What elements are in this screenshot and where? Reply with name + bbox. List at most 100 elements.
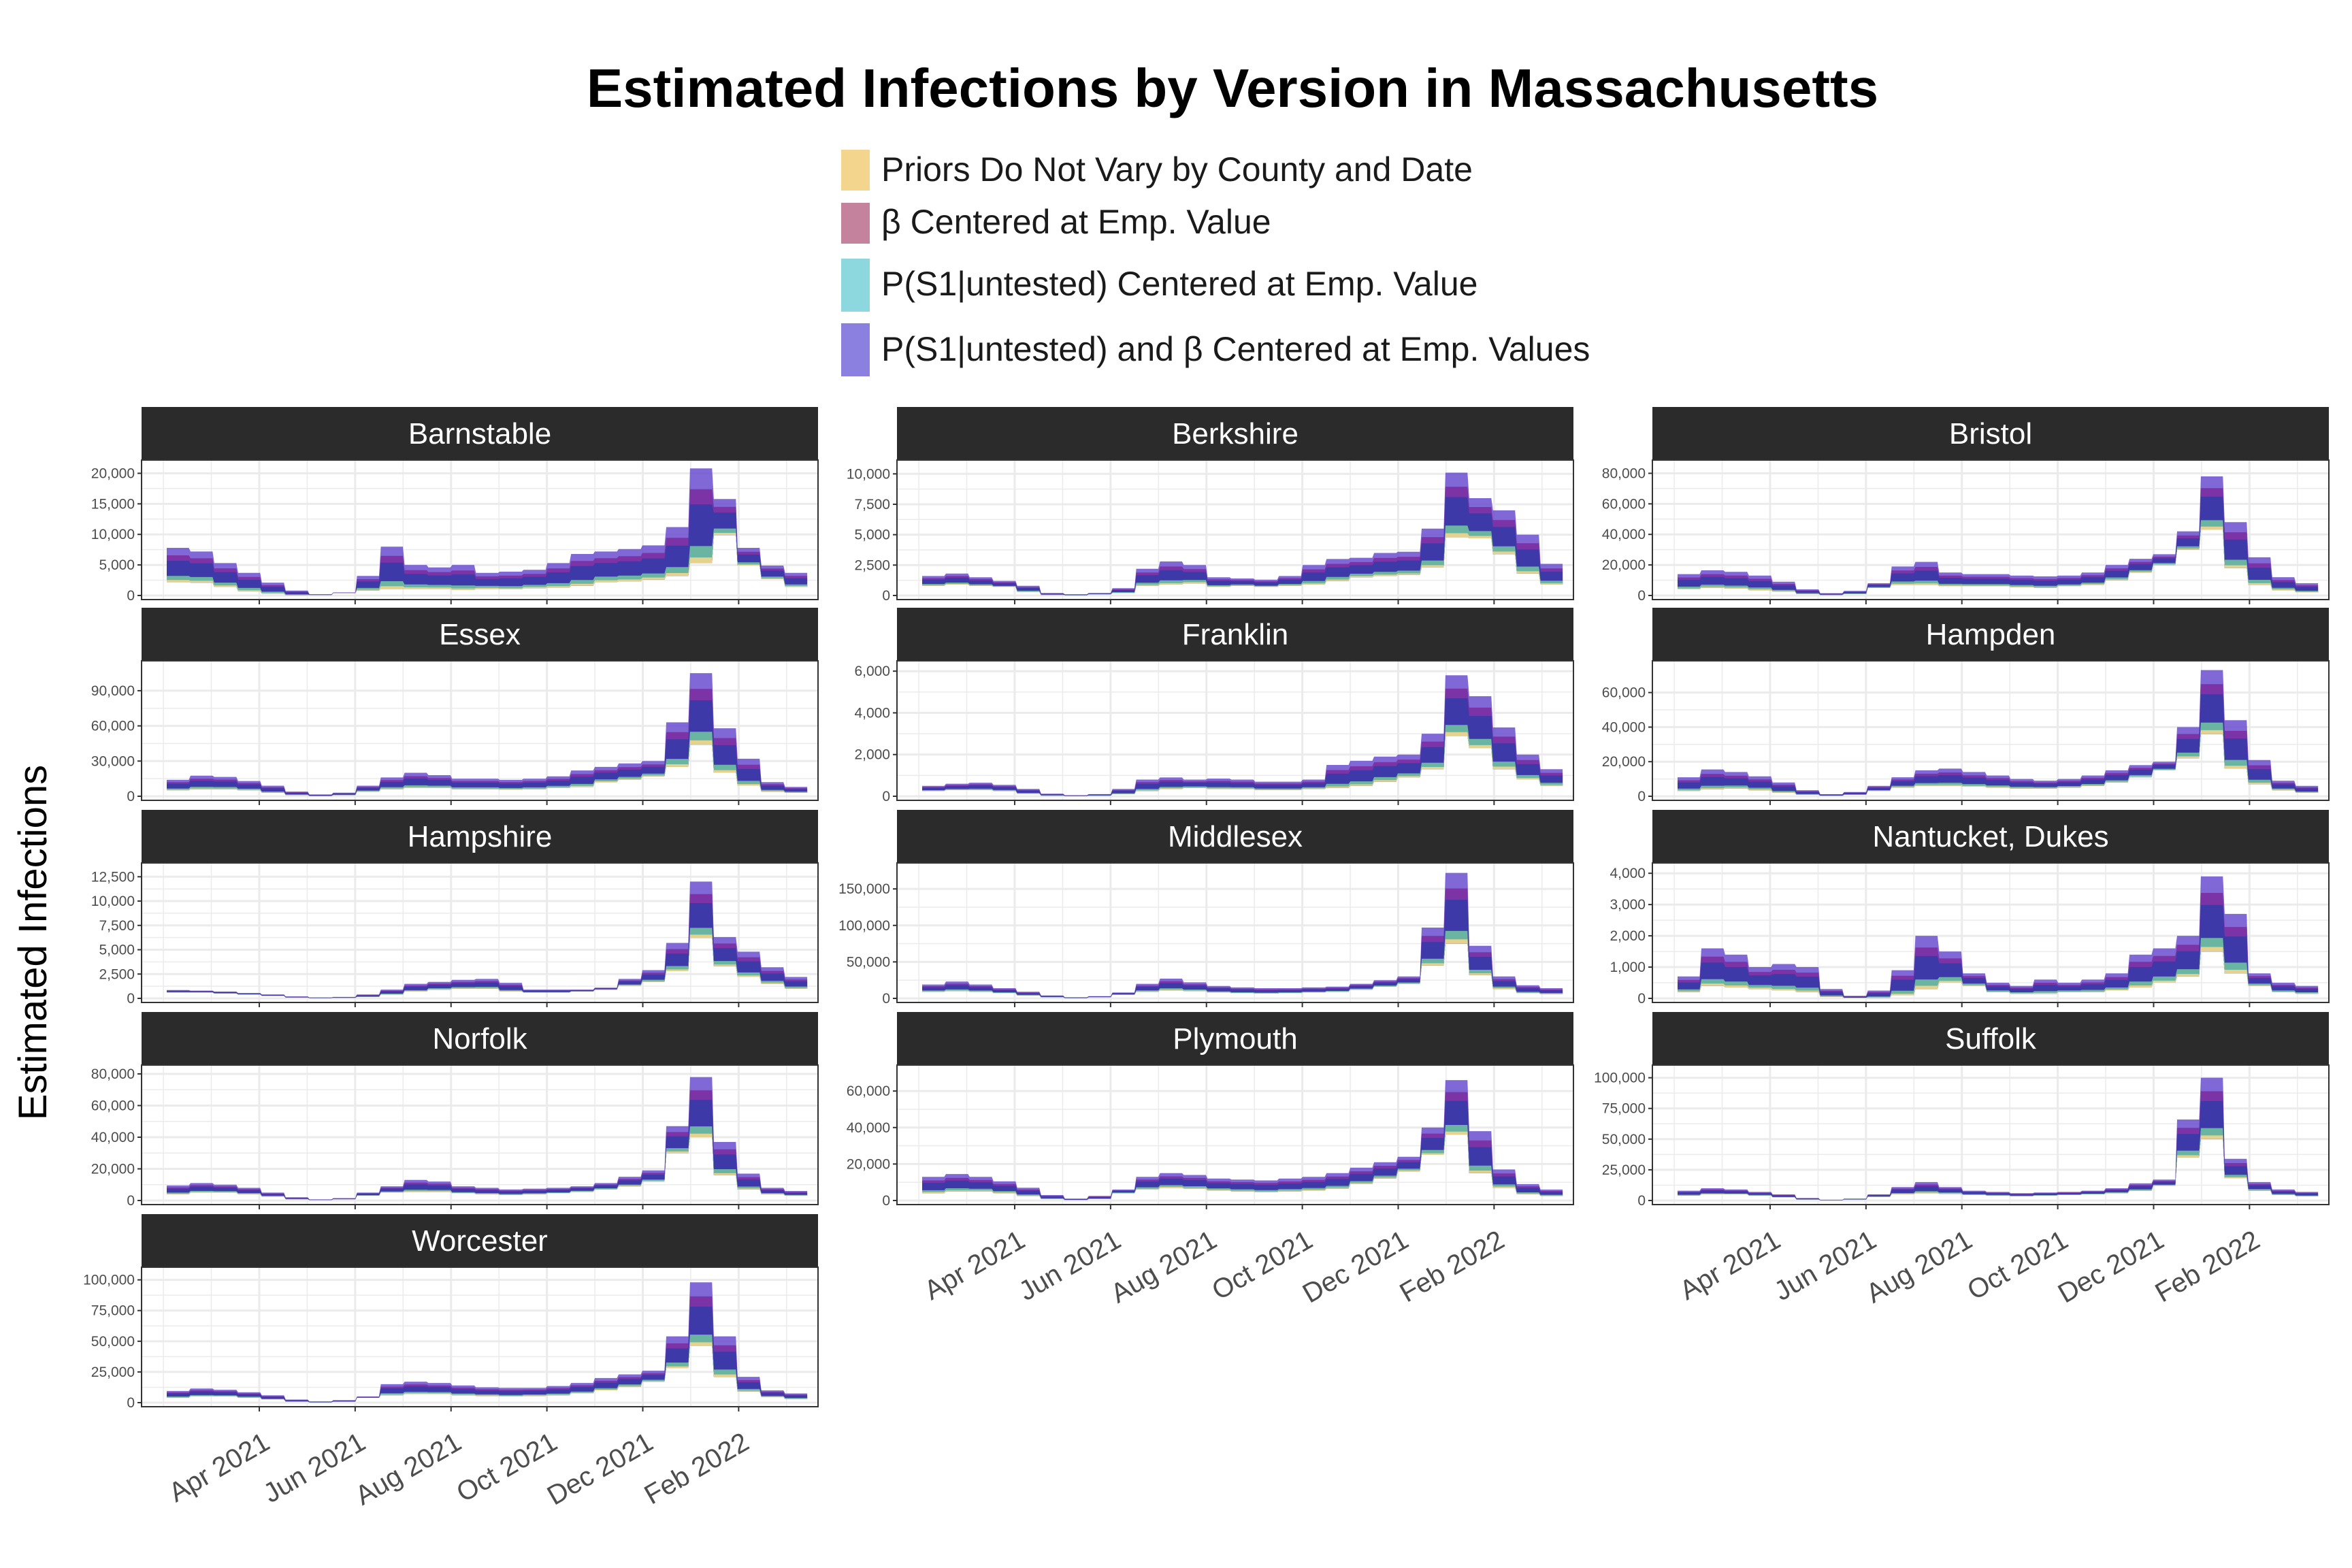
panel-border-hampshire xyxy=(141,862,819,1003)
strip-middlesex xyxy=(897,810,1573,863)
ribbon-priors-barnstable xyxy=(167,533,808,595)
x-tick-label: Dec 2021 xyxy=(2053,1225,2169,1309)
y-tick-label: 0 xyxy=(1637,1193,1646,1209)
strip-label-worcester: Worcester xyxy=(412,1224,548,1258)
y-tick-label: 60,000 xyxy=(847,1083,890,1099)
y-tick-label: 6,000 xyxy=(854,664,890,679)
y-tick-label: 80,000 xyxy=(91,1066,135,1082)
x-tick-label: Aug 2021 xyxy=(1106,1225,1222,1309)
legend-label-priors: Priors Do Not Vary by County and Date xyxy=(881,150,1473,189)
y-tick-label: 100,000 xyxy=(838,918,890,934)
y-tick-label: 100,000 xyxy=(1594,1071,1646,1086)
y-tick-label: 10,000 xyxy=(847,466,890,482)
ribbon-overlap-worcester xyxy=(167,1306,808,1403)
panel-hampshire: Hampshire 0 2,500 5,000 7,500 10,000 12,500 xyxy=(91,810,819,1007)
x-tick-label: Apr 2021 xyxy=(1675,1225,1786,1306)
y-tick-label: 20,000 xyxy=(1602,754,1646,770)
x-tick-label: Feb 2022 xyxy=(639,1427,753,1511)
y-tick-label: 5,000 xyxy=(854,527,890,543)
strip-label-nantucket-dukes: Nantucket, Dukes xyxy=(1872,820,2108,853)
strip-label-bristol: Bristol xyxy=(1949,417,2032,451)
y-tick-label: 50,000 xyxy=(847,954,890,970)
panel-border-worcester xyxy=(141,1267,819,1407)
y-tick-label: 20,000 xyxy=(1602,557,1646,573)
panel-border-franklin xyxy=(896,660,1574,801)
facet-panels: Barnstable 0 5,000 10,000 15,000 20,000 Berksh… xyxy=(83,407,2330,1512)
strip-worcester xyxy=(142,1214,818,1267)
ribbon-ps1-beta-worcester xyxy=(167,1282,808,1403)
panel-border-plymouth xyxy=(896,1064,1574,1205)
y-tick-label: 5,000 xyxy=(99,557,135,573)
y-tick-label: 12,500 xyxy=(91,869,135,885)
panel-worcester: Worcester 0 25,000 50,000 75,000 100,000 Apr 2… xyxy=(83,1214,819,1512)
strip-nantucket-dukes xyxy=(1652,810,2329,863)
strip-label-middlesex: Middlesex xyxy=(1168,820,1303,853)
x-tick-label: Jun 2021 xyxy=(1014,1225,1126,1307)
strip-franklin xyxy=(897,608,1573,661)
strip-label-norfolk: Norfolk xyxy=(432,1022,527,1056)
x-tick-label: Feb 2022 xyxy=(1394,1225,1509,1309)
legend-swatch-priors xyxy=(841,150,870,191)
ribbon-ps1-bristol xyxy=(1678,520,2319,595)
strip-plymouth xyxy=(897,1012,1573,1065)
legend-label-beta: β Centered at Emp. Value xyxy=(881,203,1271,241)
ribbon-overlap-bristol xyxy=(1678,496,2319,595)
y-tick-label: 60,000 xyxy=(91,719,135,734)
y-tick-label: 2,500 xyxy=(99,966,135,982)
x-tick-label: Oct 2021 xyxy=(452,1427,563,1508)
strip-label-hampshire: Hampshire xyxy=(408,820,553,853)
y-tick-label: 20,000 xyxy=(847,1156,890,1172)
ribbon-ps1-hampshire xyxy=(167,928,808,998)
panel-essex: Essex 0 30,000 60,000 90,000 xyxy=(91,608,819,805)
strip-label-franklin: Franklin xyxy=(1182,618,1289,651)
y-tick-label: 15,000 xyxy=(91,496,135,512)
ribbon-ps1-worcester xyxy=(167,1335,808,1403)
y-tick-label: 10,000 xyxy=(91,527,135,542)
ribbon-priors-worcester xyxy=(167,1342,808,1403)
panel-border-middlesex xyxy=(896,862,1574,1003)
y-tick-label: 40,000 xyxy=(1602,527,1646,542)
x-tick-label: Apr 2021 xyxy=(919,1225,1030,1306)
y-tick-label: 150,000 xyxy=(838,881,890,897)
y-tick-label: 50,000 xyxy=(1602,1132,1646,1147)
y-tick-label: 0 xyxy=(882,789,890,804)
y-tick-label: 60,000 xyxy=(1602,685,1646,701)
y-tick-label: 0 xyxy=(882,991,890,1007)
ribbon-overlap-norfolk xyxy=(167,1100,808,1200)
y-tick-label: 40,000 xyxy=(91,1130,135,1145)
y-tick-label: 40,000 xyxy=(847,1120,890,1136)
y-tick-label: 0 xyxy=(127,991,135,1007)
y-tick-label: 0 xyxy=(1637,588,1646,604)
y-tick-label: 0 xyxy=(1637,789,1646,804)
y-tick-label: 10,000 xyxy=(91,894,135,909)
y-tick-label: 0 xyxy=(127,789,135,804)
legend-swatch-ps1-beta xyxy=(841,323,870,376)
ribbon-priors-bristol xyxy=(1678,526,2319,595)
x-tick-label: Oct 2021 xyxy=(1207,1225,1318,1306)
panel-border-suffolk xyxy=(1652,1064,2330,1205)
strip-label-plymouth: Plymouth xyxy=(1173,1022,1297,1056)
legend-label-ps1: P(S1|untested) Centered at Emp. Value xyxy=(881,265,1477,303)
ribbon-overlap-barnstable xyxy=(167,504,808,595)
x-tick-label: Aug 2021 xyxy=(350,1427,466,1512)
y-tick-label: 0 xyxy=(1637,991,1646,1007)
y-tick-label: 3,000 xyxy=(1610,897,1646,913)
panel-border-hampden xyxy=(1652,660,2330,801)
y-tick-label: 7,500 xyxy=(99,918,135,934)
ribbon-priors-franklin xyxy=(922,732,1563,796)
y-tick-label: 2,500 xyxy=(854,557,890,573)
strip-label-berkshire: Berkshire xyxy=(1172,417,1298,451)
y-tick-label: 50,000 xyxy=(91,1334,135,1350)
x-tick-label: Feb 2022 xyxy=(2150,1225,2264,1309)
panel-border-nantucket-dukes xyxy=(1652,862,2330,1003)
x-tick-label: Oct 2021 xyxy=(1963,1225,2074,1306)
x-tick-label: Apr 2021 xyxy=(164,1427,275,1508)
y-tick-label: 0 xyxy=(127,588,135,604)
y-tick-label: 80,000 xyxy=(1602,466,1646,481)
y-tick-label: 25,000 xyxy=(91,1365,135,1380)
legend-swatch-ps1 xyxy=(841,259,870,312)
y-tick-label: 0 xyxy=(127,1193,135,1209)
y-tick-label: 100,000 xyxy=(83,1273,135,1288)
